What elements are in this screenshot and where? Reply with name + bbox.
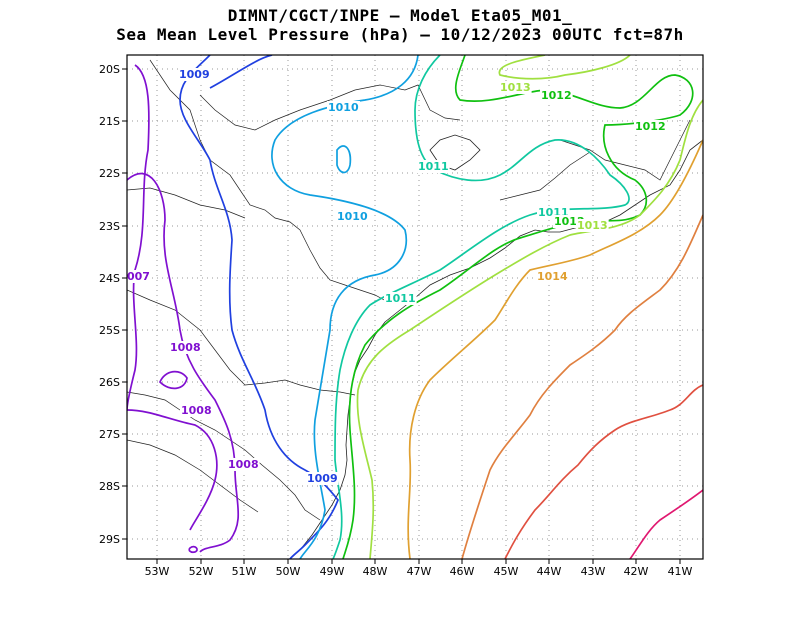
contour-label-halo (178, 68, 211, 81)
contour-label-halo (169, 341, 202, 354)
contour-label: 1012 (541, 89, 572, 102)
chart-title: DIMNT/CGCT/INPE – Model Eta05_M01_ (227, 6, 573, 25)
contour-label: 1008 (228, 458, 259, 471)
lon-tick-label: 53W (145, 565, 170, 578)
contour-label: 1008 (181, 404, 212, 417)
isobar-1012 (342, 55, 694, 559)
contour-labels: 1009 1010 1011 1012 1013 1012 1011 1010 … (126, 68, 667, 485)
map-frame (126, 54, 704, 560)
contour-label: 1013 (500, 81, 531, 94)
isobar-1011 (332, 55, 630, 559)
contour-label-halo (384, 292, 417, 305)
isobar-1013 (356, 55, 703, 559)
lat-tick-labels: 20S 21S 22S 23S 24S 25S 26S 27S 28S 29S (99, 63, 120, 546)
lat-tick-label: 20S (99, 63, 120, 76)
lat-tick-label: 24S (99, 272, 120, 285)
contour-label-halo (540, 89, 573, 102)
contour-label: 1014 (537, 270, 568, 283)
contour-label-halo (576, 219, 609, 232)
isobar-1009 (179, 55, 339, 559)
lon-tick-labels: 53W 52W 51W 50W 49W 48W 47W 46W 45W 44W … (145, 565, 693, 578)
contour-label-halo (180, 404, 213, 417)
contour-label: 007 (127, 270, 150, 283)
contour-label-halo (536, 270, 569, 283)
contour-label: 1009 (179, 68, 210, 81)
isobar-1016 (504, 384, 703, 559)
contour-label-halo (417, 160, 450, 173)
lat-tick-label: 29S (99, 533, 120, 546)
lon-tick-label: 43W (581, 565, 606, 578)
lon-tick-label: 50W (276, 565, 301, 578)
contour-label-halo (336, 210, 369, 223)
lon-tick-label: 42W (624, 565, 649, 578)
isobar-1017 (629, 489, 703, 559)
contour-label-halo (227, 458, 260, 471)
isobar-1014 (407, 139, 703, 559)
contour-label: 1009 (307, 472, 338, 485)
contour-label: 1011 (385, 292, 416, 305)
lon-tick-label: 49W (320, 565, 345, 578)
lon-tick-label: 46W (450, 565, 475, 578)
lat-tick-label: 23S (99, 220, 120, 233)
lat-tick-label: 26S (99, 376, 120, 389)
lon-tick-label: 51W (232, 565, 257, 578)
lon-tick-label: 48W (363, 565, 388, 578)
lat-tick-label: 21S (99, 115, 120, 128)
lon-tick-label: 41W (668, 565, 693, 578)
lon-tick-label: 45W (494, 565, 519, 578)
chart-subtitle: Sea Mean Level Pressure (hPa) – 10/12/20… (116, 25, 684, 44)
contour-label: 1010 (328, 101, 359, 114)
contour-label: 1010 (337, 210, 368, 223)
contour-label-halo (499, 81, 532, 94)
lon-tick-label: 47W (407, 565, 432, 578)
lat-tick-label: 25S (99, 324, 120, 337)
lat-tick-label: 22S (99, 167, 120, 180)
contour-label: 1008 (170, 341, 201, 354)
lon-tick-label: 52W (189, 565, 214, 578)
contour-label-halo (327, 101, 360, 114)
contour-label-halo (126, 270, 151, 283)
contour-label: 1012 (635, 120, 666, 133)
isobar-1008 (127, 172, 240, 554)
lon-tick-label: 44W (537, 565, 562, 578)
contour-label-halo (306, 472, 339, 485)
lat-tick-label: 28S (99, 480, 120, 493)
contour-label: 1011 (418, 160, 449, 173)
contour-label-halo (634, 120, 667, 133)
contour-label: 1013 (577, 219, 608, 232)
coastline (289, 134, 703, 559)
tick-marks (122, 68, 681, 564)
isobar-1015 (461, 214, 703, 559)
isobar-1010 (271, 55, 419, 559)
state-borders (127, 59, 691, 521)
isobar-1007 (127, 64, 150, 411)
lat-tick-label: 27S (99, 428, 120, 441)
